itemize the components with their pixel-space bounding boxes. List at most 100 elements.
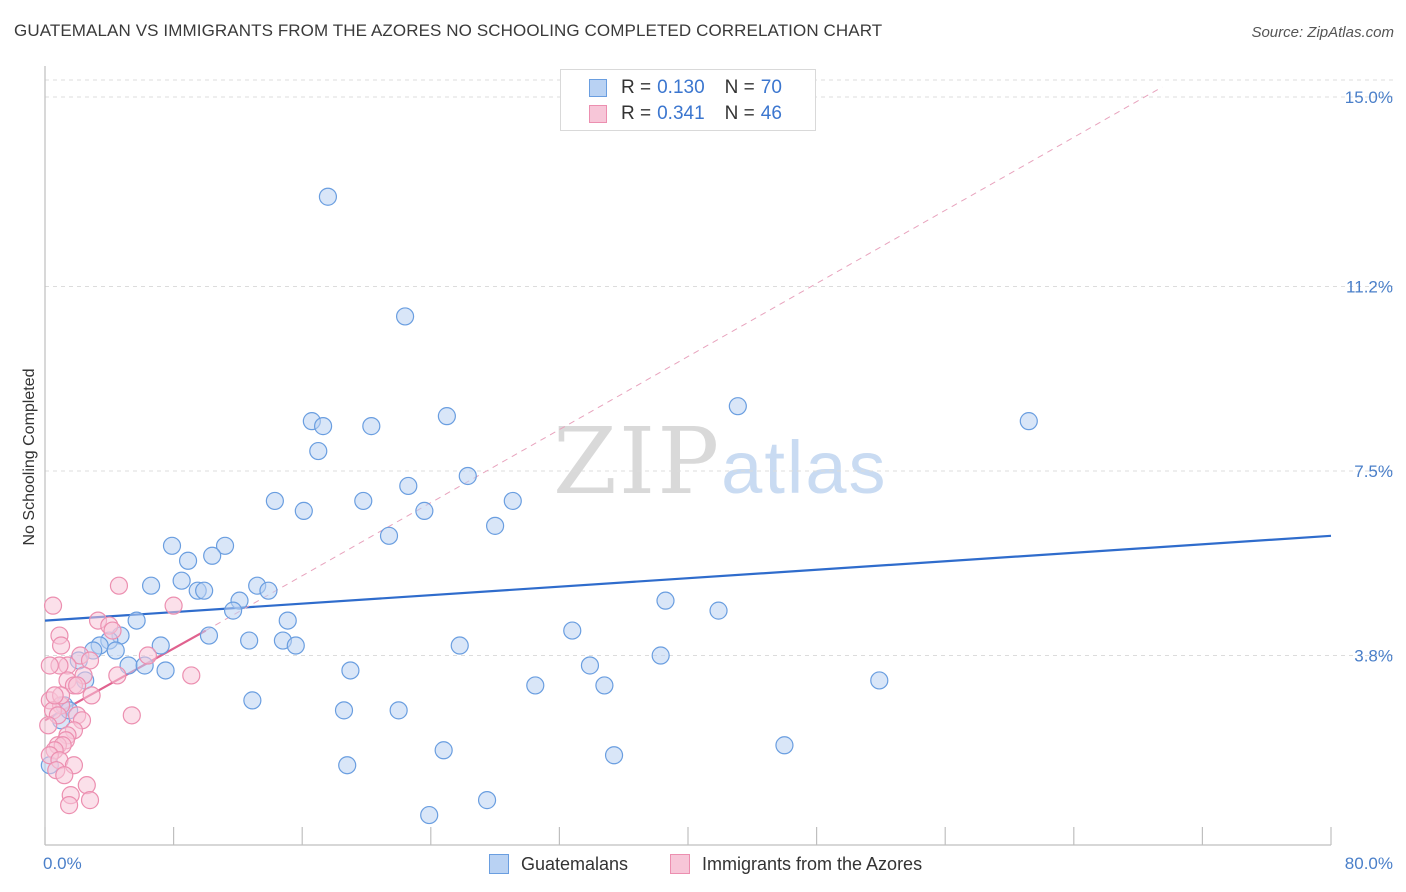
point-guatemalan [477,791,497,810]
axis-labels: 3.8% 7.5% 11.2% 15.0% 0.0% 80.0% No Schooling … [21,88,1393,873]
x-tick-label: 80.0% [1345,854,1393,873]
point-guatemalan [503,491,522,511]
legend-r-label: R = [621,103,652,124]
point-azores [138,646,157,665]
legend-n-value: 70 [760,77,782,98]
legend-n-label: N = [724,103,755,124]
point-guatemalan [580,656,600,675]
y-axis-label: No Schooling Completed [21,369,38,546]
point-azores [109,576,129,595]
point-guatemalan [265,491,284,511]
chart-title: GUATEMALAN VS IMMIGRANTS FROM THE AZORES… [14,21,883,40]
legend-r-value: 0.341 [657,103,705,124]
axes [44,66,1332,846]
legend-swatch-pink [589,105,607,123]
legend-swatch-blue [589,79,607,97]
trend-lines [44,86,1332,722]
point-guatemalan [437,407,456,426]
legend-row-guatemalans: R = 0.130 N = 70 [589,77,782,99]
point-guatemalan [354,491,373,511]
watermark-zip: ZIP [553,408,722,515]
point-guatemalan [362,417,381,436]
point-guatemalan [172,571,191,590]
watermark: ZIPatlas [553,408,887,515]
bottom-legend-swatch-blue [489,854,509,874]
legend-r-label: R = [621,77,652,98]
legend-row-azores: R = 0.341 N = 46 [589,103,782,125]
legend-r-value: 0.130 [657,77,705,98]
point-guatemalan [294,501,313,520]
point-azores [43,596,63,615]
point-guatemalan [595,676,614,695]
legend-n-label: N = [724,77,755,98]
watermark-atlas: atlas [721,426,888,509]
point-azores [40,656,59,675]
point-guatemalan [334,701,354,720]
point-guatemalan [127,611,146,630]
point-guatemalan [141,576,161,595]
bottom-legend-guatemalans[interactable]: Guatemalans [489,852,628,876]
trend-extension-1 [205,86,1163,632]
point-azores [80,651,100,670]
point-guatemalan [151,636,170,655]
point-guatemalan [434,741,453,760]
point-azores [80,791,100,810]
point-guatemalan [450,636,469,655]
point-guatemalan [243,691,262,710]
stats-legend: R = 0.130 N = 70 R = 0.341 N = 46 [560,69,816,131]
point-guatemalan [420,805,439,825]
point-azores [39,716,58,735]
y-tick-label: 7.5% [1354,462,1393,481]
point-azores [164,596,183,615]
point-guatemalan [379,526,399,545]
point-guatemalan [162,536,182,555]
bottom-legend-azores[interactable]: Immigrants from the Azores [670,852,922,876]
point-guatemalan [240,631,259,650]
point-azores [45,686,64,705]
point-guatemalan [313,417,333,436]
point-guatemalan [563,621,582,640]
y-tick-label: 11.2% [1346,277,1393,296]
y-tick-label: 3.8% [1354,647,1393,666]
point-guatemalan [199,626,219,645]
point-guatemalan [389,701,408,720]
point-guatemalan [775,736,794,755]
source-label: Source: ZipAtlas.com [1251,24,1394,41]
point-azores [77,776,96,795]
point-guatemalan [486,516,505,535]
point-guatemalan [458,466,477,486]
bottom-legend-swatch-pink [670,854,690,874]
point-azores [68,676,87,695]
point-guatemalan [178,551,198,570]
point-guatemalan [399,476,418,496]
trend-line-0 [44,534,1332,622]
point-guatemalan [223,601,243,620]
bottom-legend-label: Immigrants from the Azores [702,853,923,874]
point-azores [122,706,141,725]
point-guatemalan [1019,412,1038,431]
point-guatemalan [656,591,675,610]
point-guatemalan [286,636,305,655]
data-points [39,187,1038,825]
point-azores [51,636,71,655]
point-guatemalan [526,676,545,695]
point-guatemalan [195,581,214,600]
point-guatemalan [215,536,235,555]
point-guatemalan [318,187,338,206]
point-azores [103,621,122,640]
point-guatemalan [728,397,747,416]
point-guatemalan [415,501,434,520]
point-guatemalan [156,661,175,680]
point-azores [60,796,79,815]
point-azores [182,666,201,685]
point-guatemalan [309,441,328,461]
point-guatemalan [259,581,278,600]
bottom-legend-label: Guatemalans [521,853,629,874]
point-azores [82,686,101,705]
y-tick-label: 15.0% [1345,88,1393,107]
point-guatemalan [341,661,360,680]
gridlines [45,79,1395,657]
point-guatemalan [651,646,670,665]
point-guatemalan [870,671,889,690]
